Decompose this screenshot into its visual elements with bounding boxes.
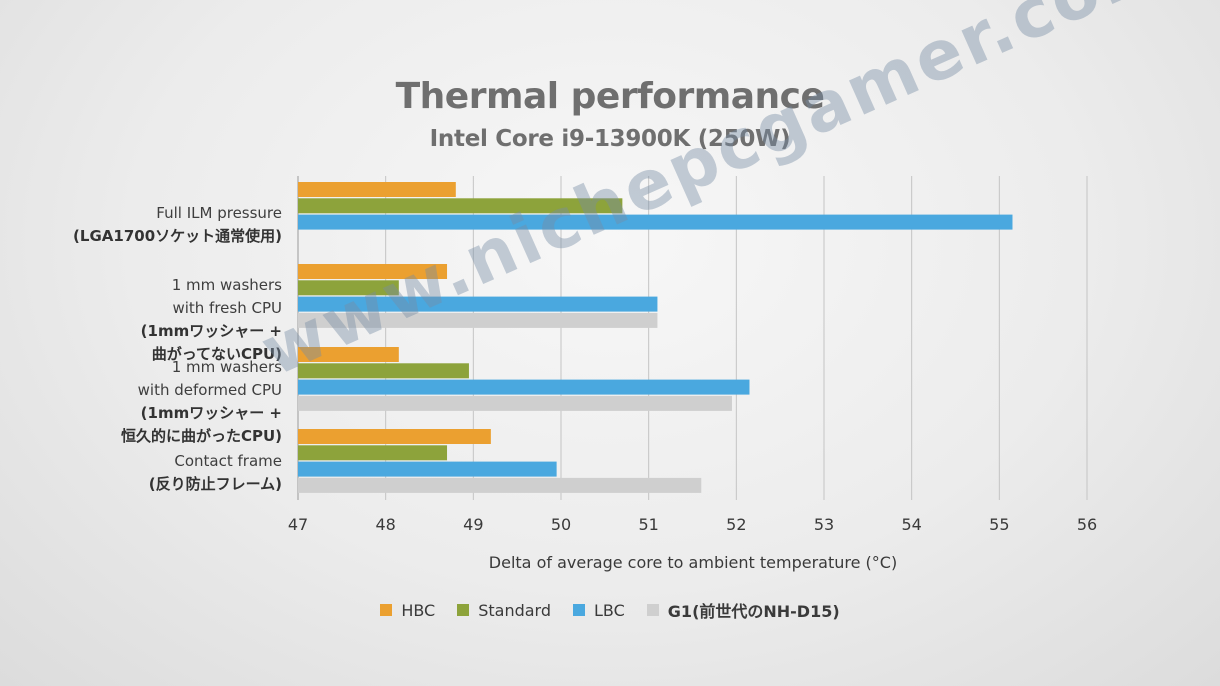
legend-item-standard: Standard xyxy=(457,601,551,620)
x-tick-label: 53 xyxy=(814,515,834,534)
bar-g1-nh-d15 xyxy=(298,312,658,328)
legend-swatch xyxy=(457,604,470,616)
legend: HBC Standard LBC G1(前世代のNH-D15) xyxy=(0,598,1220,622)
bar-hbc xyxy=(298,347,399,362)
x-tick-label: 51 xyxy=(638,515,658,534)
legend-item-lbc: LBC xyxy=(573,601,625,620)
legend-item-g1: G1(前世代のNH-D15) xyxy=(646,598,840,622)
bar-standard xyxy=(298,363,469,379)
bar-standard xyxy=(298,198,623,214)
category-label-jp-line: (1mmワッシャー + xyxy=(140,404,282,422)
x-tick-label: 52 xyxy=(726,515,746,534)
bar-lbc xyxy=(298,379,750,395)
bar-lbc xyxy=(298,461,557,477)
x-tick-label: 56 xyxy=(1077,515,1097,534)
legend-item-hbc: HBC xyxy=(380,601,435,620)
bar-lbc xyxy=(298,214,1013,230)
category-label-line: with fresh CPU xyxy=(172,299,282,317)
category-label: Full ILM pressure (LGA1700ソケット通常使用) xyxy=(0,202,282,248)
category-label-line: 1 mm washers xyxy=(171,276,282,294)
category-label: 1 mm washers with fresh CPU (1mmワッシャー + … xyxy=(0,274,282,366)
category-label-jp-line: (LGA1700ソケット通常使用) xyxy=(73,227,282,245)
legend-swatch xyxy=(573,604,586,616)
bar-g1-nh-d15 xyxy=(298,477,702,493)
bar-hbc xyxy=(298,182,456,197)
x-tick-label: 49 xyxy=(463,515,483,534)
legend-label: HBC xyxy=(401,600,436,620)
x-tick-label: 54 xyxy=(901,515,921,534)
bar-hbc xyxy=(298,429,491,444)
legend-label: Standard xyxy=(478,600,552,620)
category-label-line: Contact frame xyxy=(174,452,282,470)
bar-standard xyxy=(298,280,399,296)
category-label-jp-line: 恒久的に曲がったCPU) xyxy=(120,427,282,445)
bar-standard xyxy=(298,445,448,461)
category-label-jp-line: (1mmワッシャー + xyxy=(140,322,282,340)
legend-swatch xyxy=(646,604,659,616)
legend-label: LBC xyxy=(594,600,625,620)
category-label-line: 1 mm washers xyxy=(171,358,282,376)
bar-hbc xyxy=(298,264,448,279)
category-label: Contact frame (反り防止フレーム) xyxy=(0,450,282,496)
category-label-line: with deformed CPU xyxy=(137,381,282,399)
bar-g1-nh-d15 xyxy=(298,395,732,411)
x-tick-label: 55 xyxy=(989,515,1009,534)
bar-lbc xyxy=(298,296,658,312)
x-tick-label: 47 xyxy=(288,515,308,534)
x-axis-label: Delta of average core to ambient tempera… xyxy=(488,553,898,572)
chart-title: Thermal performance xyxy=(395,76,825,117)
legend-swatch xyxy=(380,604,393,616)
legend-label: G1(前世代のNH-D15) xyxy=(667,602,840,621)
x-tick-label: 50 xyxy=(551,515,571,534)
category-label-jp-line: (反り防止フレーム) xyxy=(148,475,282,493)
category-label-jp-line: 曲がってないCPU) xyxy=(151,345,282,363)
category-label-line: Full ILM pressure xyxy=(156,204,282,222)
x-tick-label: 48 xyxy=(375,515,395,534)
category-label: 1 mm washers with deformed CPU (1mmワッシャー… xyxy=(0,356,282,448)
chart-subtitle: Intel Core i9-13900K (250W) xyxy=(429,126,791,152)
